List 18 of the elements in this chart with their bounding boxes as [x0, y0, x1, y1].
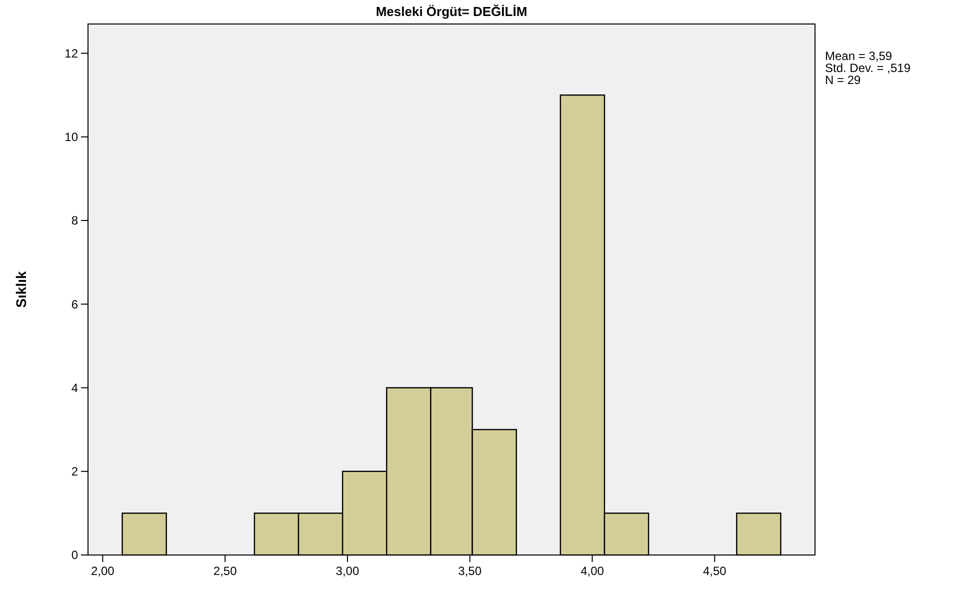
x-tick-label: 4,00 [580, 564, 604, 578]
y-tick-label: 4 [71, 380, 78, 395]
x-tick-label: 2,50 [213, 564, 238, 578]
x-tick-label: 2,00 [91, 564, 115, 578]
y-tick-label: 10 [64, 130, 78, 144]
chart-title: Mesleki Örgüt= DEĞİLİM [376, 4, 528, 19]
x-tick-label: 3,50 [458, 564, 482, 578]
y-tick-label: 6 [71, 297, 78, 312]
x-tick-label: 3,00 [336, 564, 360, 578]
text: Std. Dev. = ,519 [825, 61, 911, 75]
y-axis-title: Sıklık [13, 271, 29, 308]
y-tick-label: 12 [64, 46, 78, 60]
x-tick-label: 4,50 [702, 564, 727, 578]
y-tick-label: 0 [71, 548, 78, 562]
y-tick-label: 8 [71, 214, 78, 228]
y-tick-label: 2 [71, 464, 78, 479]
text: N = 29 [825, 73, 862, 87]
text: Mean = 3,59 [825, 49, 892, 63]
